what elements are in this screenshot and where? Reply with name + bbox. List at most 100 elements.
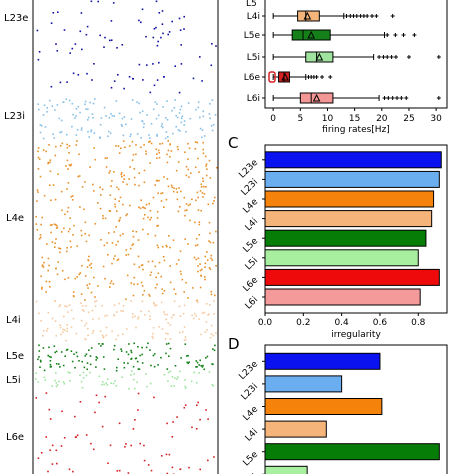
spike-dot-l23i bbox=[115, 100, 118, 102]
panel-b-content: L4i L5e L5i L6e L6i 0 5 10 15 20 25 30 firing rates[… bbox=[244, 10, 442, 135]
spike-dot-l6e bbox=[37, 457, 40, 459]
spike-dot-l23e bbox=[36, 29, 39, 32]
spike-dot-l5e bbox=[165, 343, 168, 345]
spike-dot-l4e bbox=[215, 166, 218, 169]
spike-dot-l4e bbox=[200, 186, 203, 188]
spike-dot-l23i bbox=[49, 99, 51, 102]
spike-dot-l23i bbox=[90, 130, 92, 133]
spike-dot-l23e bbox=[91, 79, 93, 81]
spike-dot-l4i bbox=[167, 322, 169, 324]
spike-dot-l4i bbox=[200, 333, 202, 336]
spike-dot-l4e bbox=[67, 277, 70, 279]
spike-dot-l4e bbox=[197, 209, 200, 211]
spike-dot-l4e bbox=[127, 253, 130, 256]
spike-dot-l5e bbox=[145, 346, 148, 349]
spike-dot-l4e bbox=[161, 192, 164, 194]
spike-dot-l4e bbox=[167, 185, 170, 188]
spike-dot-l4e bbox=[142, 228, 144, 231]
spike-dot-l5e bbox=[89, 363, 92, 366]
spike-dot-l4e bbox=[55, 267, 57, 270]
spike-dot-l4e bbox=[88, 255, 90, 258]
spike-dot-l6e bbox=[179, 468, 182, 470]
spike-dot-l4e bbox=[89, 166, 91, 168]
spike-dot-l4e bbox=[142, 268, 144, 271]
spike-dot-l23i bbox=[71, 102, 74, 105]
xtick-label: 5 bbox=[297, 114, 303, 124]
spike-dot-l4e bbox=[57, 173, 59, 175]
spike-dot-l4e bbox=[66, 159, 69, 162]
spike-dot-l23i bbox=[42, 114, 45, 116]
spike-dot-l4e bbox=[59, 145, 62, 147]
spike-dot-l4e bbox=[212, 202, 214, 205]
spike-dot-l23i bbox=[46, 107, 48, 109]
spike-dot-l4e bbox=[149, 162, 151, 164]
spike-dot-l4i bbox=[213, 300, 215, 302]
spike-dot-l4e bbox=[133, 168, 136, 170]
spike-dot-l4e bbox=[41, 256, 44, 259]
spike-dot-l6e bbox=[74, 436, 77, 438]
spike-dot-l4e bbox=[163, 176, 165, 178]
spike-dot-l4e bbox=[122, 140, 125, 142]
spike-dot-l4e bbox=[87, 259, 89, 261]
spike-dot-l4e bbox=[202, 152, 205, 155]
spike-dot-l4e bbox=[148, 202, 150, 205]
spike-dot-l23i bbox=[44, 126, 47, 128]
spike-dot-l23i bbox=[165, 131, 168, 133]
raster-label-l23e: L23e bbox=[4, 13, 28, 24]
spike-dot-l23i bbox=[189, 117, 192, 120]
spike-dot-l4e bbox=[117, 258, 120, 261]
raster-dots bbox=[35, 0, 218, 474]
spike-dot-l6e bbox=[104, 395, 106, 398]
spike-dot-l4i bbox=[134, 315, 136, 318]
spike-dot-l23e bbox=[192, 77, 195, 80]
spike-dot-l4e bbox=[123, 178, 125, 180]
spike-dot-l23e bbox=[109, 39, 111, 42]
spike-dot-l5e bbox=[102, 356, 105, 358]
spike-dot-l5i bbox=[115, 384, 118, 387]
spike-dot-l23e bbox=[160, 36, 162, 39]
spike-dot-l4i bbox=[132, 316, 134, 318]
ytick-label-l5e: L5e bbox=[244, 31, 261, 41]
spike-dot-l23i bbox=[121, 117, 124, 120]
spike-dot-l4e bbox=[39, 234, 42, 236]
spike-dot-l4e bbox=[116, 210, 118, 212]
spike-dot-l6e bbox=[72, 470, 74, 473]
spike-dot-l23e bbox=[52, 12, 55, 14]
spike-dot-l5e bbox=[198, 364, 200, 366]
spike-dot-l4e bbox=[118, 220, 120, 222]
spike-dot-l4e bbox=[120, 172, 123, 174]
bar-l4e bbox=[264, 398, 383, 415]
spike-dot-l4e bbox=[200, 209, 202, 212]
spike-dot-l4e bbox=[198, 234, 201, 236]
bar-l6i bbox=[264, 288, 421, 306]
spike-dot-l5e bbox=[64, 355, 66, 357]
spike-dot-l4i bbox=[68, 304, 71, 306]
spike-dot-l6e bbox=[184, 404, 187, 406]
spike-dot-l5e bbox=[120, 350, 123, 352]
spike-dot-l5i bbox=[69, 379, 71, 382]
spike-dot-l5e bbox=[117, 358, 119, 360]
spike-dot-l5e bbox=[199, 359, 201, 362]
spike-dot-l4i bbox=[205, 321, 208, 323]
spike-dot-l23e bbox=[183, 28, 185, 30]
spike-dot-l23e bbox=[99, 34, 101, 37]
panel-c-frame bbox=[264, 144, 448, 314]
spike-dot-l4e bbox=[200, 183, 203, 186]
spike-dot-l23i bbox=[38, 108, 40, 111]
spike-dot-l4i bbox=[194, 312, 196, 315]
spike-dot-l4e bbox=[201, 268, 203, 271]
spike-dot-l5i bbox=[81, 386, 84, 389]
spike-dot-l4e bbox=[55, 145, 57, 148]
spike-dot-l5i bbox=[149, 382, 152, 385]
spike-dot-l5e bbox=[96, 357, 99, 359]
spike-dot-l4e bbox=[37, 156, 40, 159]
spike-dot-l4e bbox=[109, 194, 112, 196]
spike-dot-l4i bbox=[81, 309, 84, 311]
spike-dot-l4e bbox=[160, 200, 163, 202]
spike-dot-l4i bbox=[165, 318, 167, 321]
spike-dot-l23i bbox=[94, 98, 96, 100]
spike-dot-l23e bbox=[201, 80, 203, 82]
spike-dot-l23i bbox=[74, 117, 76, 119]
spike-dot-l23i bbox=[181, 115, 184, 118]
spike-dot-l6e bbox=[172, 421, 174, 423]
